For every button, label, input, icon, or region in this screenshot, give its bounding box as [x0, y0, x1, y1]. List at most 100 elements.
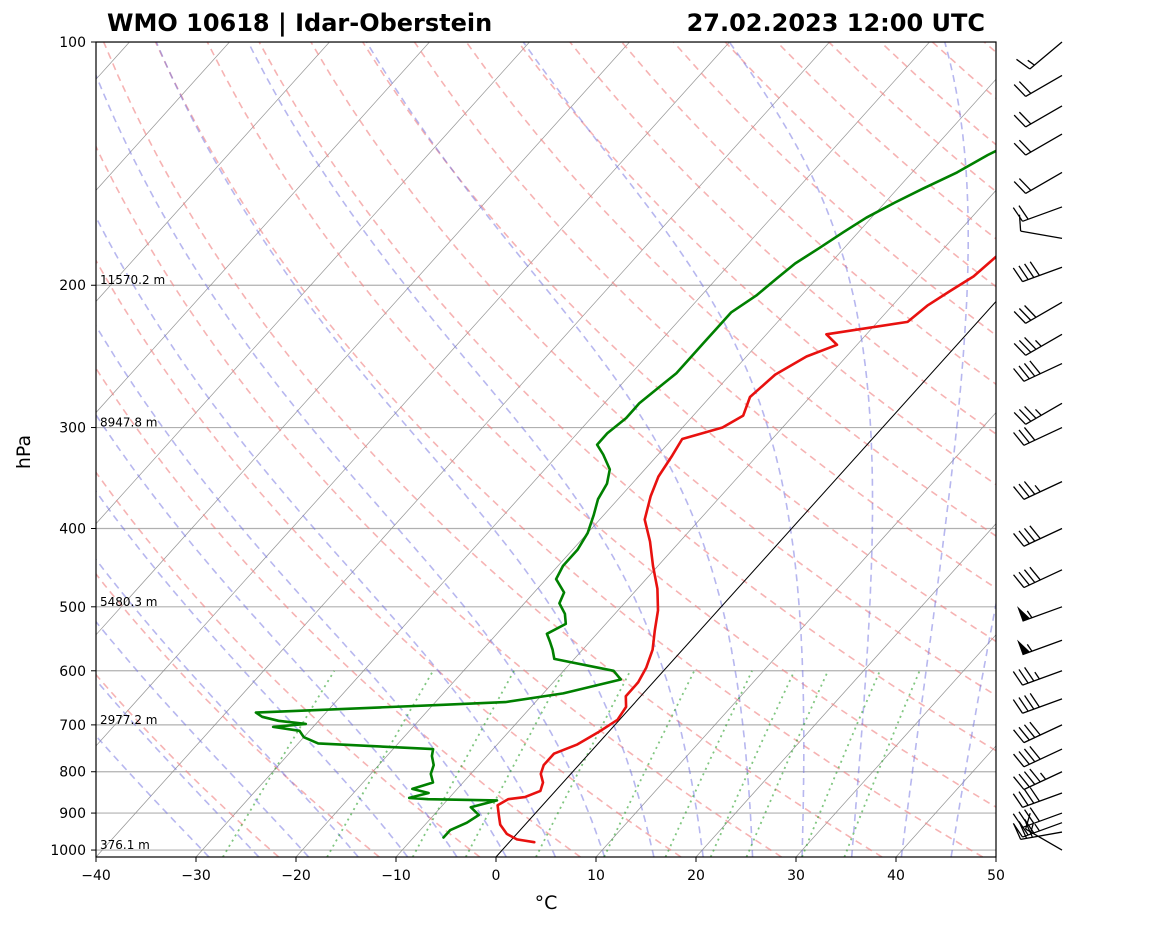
wind-barb [1013, 566, 1063, 589]
dry-adiabat [96, 673, 280, 857]
wind-barb [1012, 787, 1063, 808]
wind-barb-full [1023, 771, 1036, 785]
isotherm-line [195, 42, 930, 857]
mixing-ratio-line [411, 670, 515, 857]
mixing-ratio-line [745, 670, 829, 857]
y-tick-label: 1000 [50, 843, 86, 859]
wind-barb [1013, 768, 1063, 791]
y-tick-label: 100 [59, 35, 86, 51]
wind-barb-full [1023, 569, 1036, 583]
wind-barb-staff [1025, 828, 1063, 851]
wind-barb-full [1012, 671, 1024, 686]
wind-barb [1012, 261, 1063, 283]
mixing-ratio-line [801, 670, 881, 857]
x-axis-label: °C [535, 892, 558, 914]
isotherm-line [96, 42, 230, 191]
wind-barb-full [1018, 139, 1032, 153]
height-label: 376.1 m [100, 838, 150, 852]
wind-barb-full [1024, 667, 1035, 682]
moist-adiabat [900, 42, 969, 857]
moist-adiabat [96, 558, 359, 857]
isotherm-line [895, 745, 996, 857]
wind-barb [1013, 133, 1063, 156]
y-tick-label: 900 [59, 806, 86, 822]
x-tick-label: −40 [81, 868, 111, 884]
mixing-ratio-line [664, 670, 753, 857]
title-datetime: 27.02.2023 12:00 UTC [687, 9, 985, 37]
wind-barb-staff [1025, 133, 1063, 156]
y-tick-label: 500 [59, 600, 86, 616]
x-tick-label: 20 [687, 868, 705, 884]
wind-barb-staff [1025, 333, 1063, 356]
wind-barb-full [1023, 527, 1036, 542]
mixing-ratio-line [326, 670, 434, 857]
dry-adiabat [96, 572, 380, 857]
wind-barb-full [1013, 776, 1025, 790]
wind-barb-full [1023, 724, 1036, 738]
dry-adiabat [931, 42, 996, 100]
wind-barb [1018, 214, 1063, 240]
wind-barb [1013, 360, 1063, 382]
wind-barb-full [1018, 697, 1029, 712]
isotherm-line [96, 42, 830, 857]
wind-barb-staff [1022, 639, 1063, 656]
height-label: 2977.2 m [100, 713, 158, 727]
wind-barb-full [1024, 406, 1037, 419]
wind-barb-staff [1023, 527, 1063, 547]
wind-barb-full [1018, 265, 1029, 280]
wind-barb-staff [1025, 74, 1063, 98]
dewpoint-profile [254, 149, 996, 839]
dry-adiabat [1140, 42, 1160, 857]
wind-barb-full [1013, 84, 1027, 97]
plot-frame [95, 41, 997, 858]
wind-barb-full [1025, 821, 1034, 838]
wind-barb-full [1023, 748, 1036, 763]
wind-barb-full [1024, 263, 1035, 278]
wind-barb [1017, 606, 1063, 622]
moist-adiabat [96, 324, 507, 857]
wind-barb [1013, 721, 1063, 744]
wind-barb [1013, 171, 1063, 194]
dry-adiabat [724, 42, 996, 288]
wind-barb-staff [1022, 670, 1063, 686]
moist-adiabat [96, 413, 458, 857]
height-label: 5480.3 m [100, 595, 158, 609]
wind-barb-half [1035, 339, 1042, 347]
wind-barb-full [1029, 768, 1041, 783]
dry-adiabat [258, 42, 996, 752]
wind-barb [1013, 402, 1063, 425]
wind-barb-staff [1023, 481, 1063, 500]
wind-barb-staff [1020, 230, 1063, 240]
wind-barb-full [1029, 787, 1040, 802]
wind-barb-full [1024, 789, 1035, 804]
wind-barb-pennant [1017, 639, 1031, 655]
wind-barb-pennant [1017, 606, 1031, 622]
isotherm-line [595, 412, 996, 857]
wind-barb-full [1023, 481, 1036, 495]
x-tick-label: −30 [181, 868, 211, 884]
wind-barb-full [1018, 178, 1032, 191]
profile-layer: 11570.2 m 8947.8 m 5480.3 m 2977.2 m 376.1 m [100, 149, 996, 852]
wind-barb-full [1013, 486, 1025, 500]
wind-barb-full [1018, 530, 1030, 545]
wind-barb-full [1012, 699, 1024, 714]
wind-barb-staff [1023, 748, 1063, 768]
dry-adiabat [776, 42, 996, 240]
moist-adiabat [96, 490, 409, 857]
wind-barb-full [1013, 753, 1025, 768]
grid-layer [96, 42, 1160, 857]
wind-barb-full [1018, 205, 1029, 220]
wind-barb-full [1012, 793, 1024, 808]
wind-barb-full [1024, 336, 1037, 350]
mixing-ratio-line [603, 670, 696, 857]
wind-barb-full [1013, 114, 1027, 128]
wind-barb-full [1012, 207, 1024, 222]
mixing-ratio-line [535, 670, 632, 857]
wind-barb [1013, 481, 1063, 500]
wind-barb-full [1013, 142, 1027, 156]
wind-barb-full [1018, 571, 1030, 586]
moist-adiabat [365, 42, 754, 857]
wind-barb-full [1029, 261, 1040, 276]
x-tick-label: 10 [587, 868, 605, 884]
wind-barb-half [1039, 772, 1047, 780]
